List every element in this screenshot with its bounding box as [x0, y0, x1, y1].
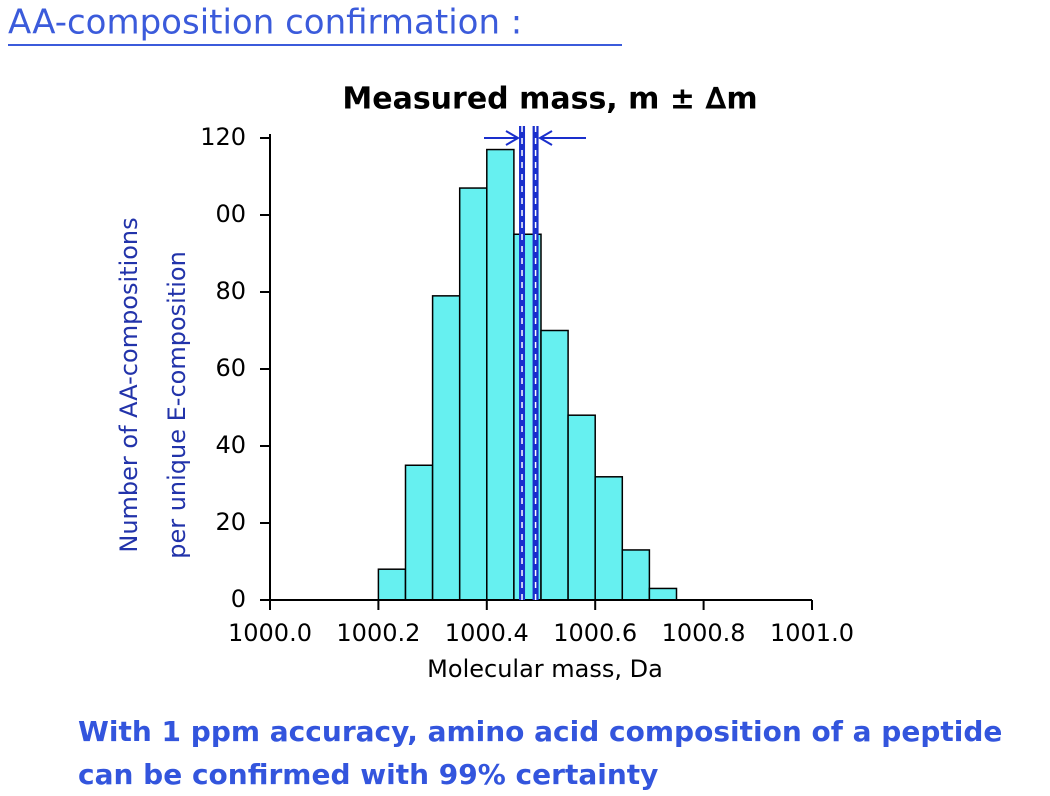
y-axis-label: Number of AA-compositions [115, 217, 143, 552]
delta-arrows [484, 130, 586, 146]
x-tick-label: 1000.0 [228, 619, 312, 647]
y-tick-label: 60 [215, 354, 246, 382]
chart-title: Measured mass, m ± ∆m [342, 82, 757, 117]
x-tick-label: 1000.6 [553, 619, 637, 647]
x-axis-label: Molecular mass, Da [427, 655, 663, 683]
x-tick-label: 1000.4 [445, 619, 529, 647]
y-axis-label: per unique E-composition [163, 251, 191, 559]
bar [540, 329, 569, 601]
footer-text: With 1 ppm accuracy, amino acid composit… [78, 715, 1002, 748]
bar [621, 549, 651, 601]
bar [377, 568, 407, 601]
y-tick-label: 20 [215, 508, 246, 536]
y-tick-label: 40 [215, 431, 246, 459]
y-tick-label: 0 [231, 585, 246, 613]
bar [567, 414, 596, 601]
bar [486, 148, 515, 601]
plot: 0 20 40 60 80 00 120 1000.0 1000.2 1000.4 1000.6 10… [200, 123, 854, 647]
footer-text: can be confirmed with 99% certainty [78, 758, 658, 791]
heading: AA-composition confirmation : [8, 3, 522, 43]
y-tick-label: 120 [200, 123, 246, 151]
y-tick-label: 80 [215, 277, 246, 305]
bar [458, 187, 488, 601]
y-tick-label: 00 [215, 200, 246, 228]
x-tick-label: 1000.8 [662, 619, 746, 647]
x-tick-label: 1001.0 [770, 619, 854, 647]
x-tick-label: 1000.2 [336, 619, 420, 647]
bar [404, 464, 434, 601]
bar [648, 587, 678, 601]
bar [594, 476, 624, 601]
bar [431, 295, 461, 601]
